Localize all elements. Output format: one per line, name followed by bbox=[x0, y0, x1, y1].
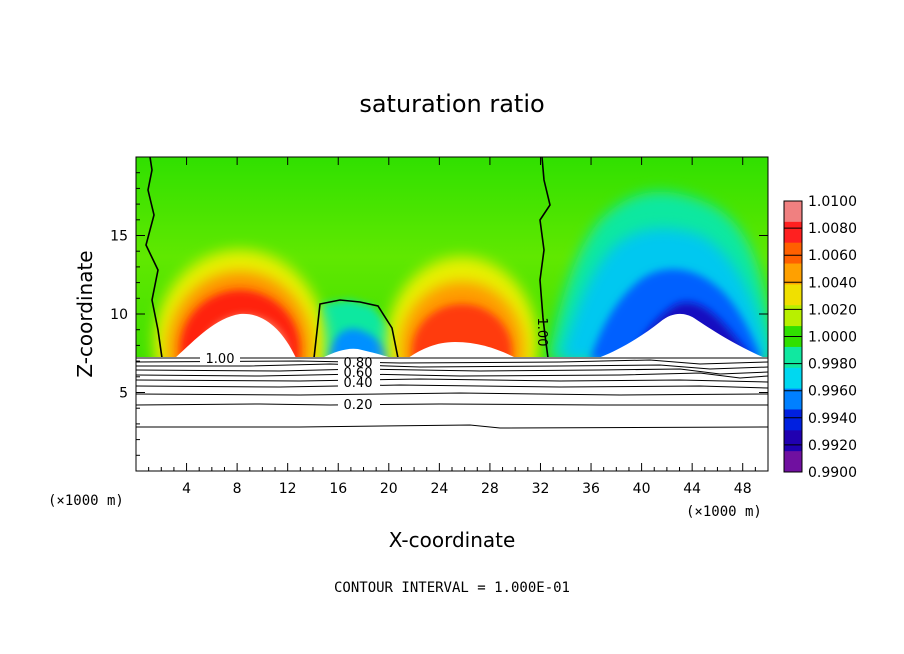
colorbar-label: 0.9940 bbox=[808, 411, 857, 427]
contour-line-0-50 bbox=[135, 378, 769, 383]
subcloud-region: 1.00 0.80 0.60 0.40 0.20 bbox=[135, 352, 769, 471]
colorbar-swatch bbox=[784, 242, 802, 265]
contour-label-bg bbox=[338, 360, 380, 390]
contour-label-bg bbox=[200, 352, 240, 365]
colorbar-label: 1.0040 bbox=[808, 275, 857, 291]
contour-line-0-70 bbox=[135, 368, 769, 375]
colorbar-swatch bbox=[784, 430, 802, 452]
y-tick-label: 10 bbox=[110, 307, 128, 323]
contour-interval-footer: CONTOUR INTERVAL = 1.000E-01 bbox=[334, 580, 570, 596]
contour-1-00-pocket bbox=[313, 299, 399, 357]
x-axis-label: X-coordinate bbox=[389, 528, 516, 552]
colorbar-swatch bbox=[784, 263, 802, 285]
colorbar-swatch bbox=[784, 221, 802, 244]
colorbar-swatch bbox=[784, 409, 802, 431]
contour-label-0-60: 0.60 bbox=[344, 366, 373, 381]
contour-label-0-80: 0.80 bbox=[344, 356, 373, 371]
white-dome-4 bbox=[324, 348, 389, 357]
colorbar-swatch bbox=[784, 284, 802, 306]
white-dome-3 bbox=[600, 313, 763, 357]
contour-label-0-20: 0.20 bbox=[344, 398, 373, 413]
x-axis: 4 8 12 16 20 24 28 32 36 40 44 48 bbox=[148, 157, 756, 497]
colorbar: 1.0100 1.0080 1.0060 1.0040 1.0020 1.0000 0.99… bbox=[783, 194, 857, 481]
colorbar-swatch bbox=[784, 201, 802, 223]
x-tick-label: 16 bbox=[329, 481, 347, 497]
colorbar-label: 0.9900 bbox=[808, 465, 857, 481]
x-tick-label: 48 bbox=[734, 481, 752, 497]
colorbar-swatch bbox=[784, 451, 802, 473]
x-tick-label: 24 bbox=[430, 481, 448, 497]
region-pocket-core bbox=[326, 328, 391, 357]
contour-1-00-right bbox=[539, 157, 551, 357]
x-tick-label: 20 bbox=[380, 481, 398, 497]
contour-label-0-40: 0.40 bbox=[344, 376, 373, 391]
colorbar-label: 1.0080 bbox=[808, 221, 857, 237]
colorbar-label: 1.0100 bbox=[808, 194, 857, 210]
x-unit-label-right: (×1000 m) bbox=[686, 504, 762, 520]
contour-line-0-90 bbox=[135, 359, 769, 365]
colorbar-label: 1.0000 bbox=[808, 330, 857, 346]
contour-line-0-40 bbox=[135, 384, 769, 389]
colorbar-swatch bbox=[784, 388, 802, 410]
x-tick-label: 36 bbox=[582, 481, 600, 497]
x-tick-label: 12 bbox=[279, 481, 297, 497]
colorbar-label: 0.9980 bbox=[808, 357, 857, 373]
contour-label-bg bbox=[338, 397, 380, 411]
contour-1-00-left bbox=[145, 157, 163, 357]
contour-line-0-30 bbox=[135, 392, 769, 396]
contour-line-0-10 bbox=[136, 424, 769, 429]
x-tick-label: 28 bbox=[481, 481, 499, 497]
x-tick-label: 8 bbox=[233, 481, 242, 497]
chart-title: saturation ratio bbox=[359, 90, 544, 118]
contour-line-0-80 bbox=[136, 363, 769, 370]
x-unit-label-left: (×1000 m) bbox=[48, 493, 124, 509]
y-tick-label: 15 bbox=[110, 229, 128, 245]
contour-label-1-00-a: 1.00 bbox=[206, 352, 235, 367]
colorbar-swatch bbox=[784, 367, 802, 390]
colorbar-swatch bbox=[784, 305, 802, 327]
x-tick-label: 44 bbox=[683, 481, 701, 497]
colorbar-label: 1.0060 bbox=[808, 248, 857, 264]
colorbar-label: 1.0020 bbox=[808, 302, 857, 318]
colorbar-swatch bbox=[784, 346, 802, 369]
colorbar-label: 0.9920 bbox=[808, 438, 857, 454]
contour-line-0-60 bbox=[135, 372, 769, 379]
y-tick-label: 5 bbox=[119, 386, 128, 402]
y-axis-label: Z-coordinate bbox=[73, 250, 97, 377]
white-dome-1 bbox=[176, 313, 296, 357]
y-axis: 5 10 15 bbox=[110, 172, 768, 456]
colorbar-label: 0.9960 bbox=[808, 384, 857, 400]
x-tick-label: 40 bbox=[633, 481, 651, 497]
white-dome-2 bbox=[409, 342, 514, 357]
contour-line-0-20 bbox=[135, 403, 768, 406]
updraft2-red bbox=[412, 304, 512, 357]
subcloud-background bbox=[136, 358, 768, 471]
x-tick-label: 32 bbox=[532, 481, 550, 497]
contour-label-1-00-b: 1.00 bbox=[534, 318, 549, 347]
heatmap-field bbox=[136, 157, 768, 357]
x-tick-label: 4 bbox=[182, 481, 191, 497]
